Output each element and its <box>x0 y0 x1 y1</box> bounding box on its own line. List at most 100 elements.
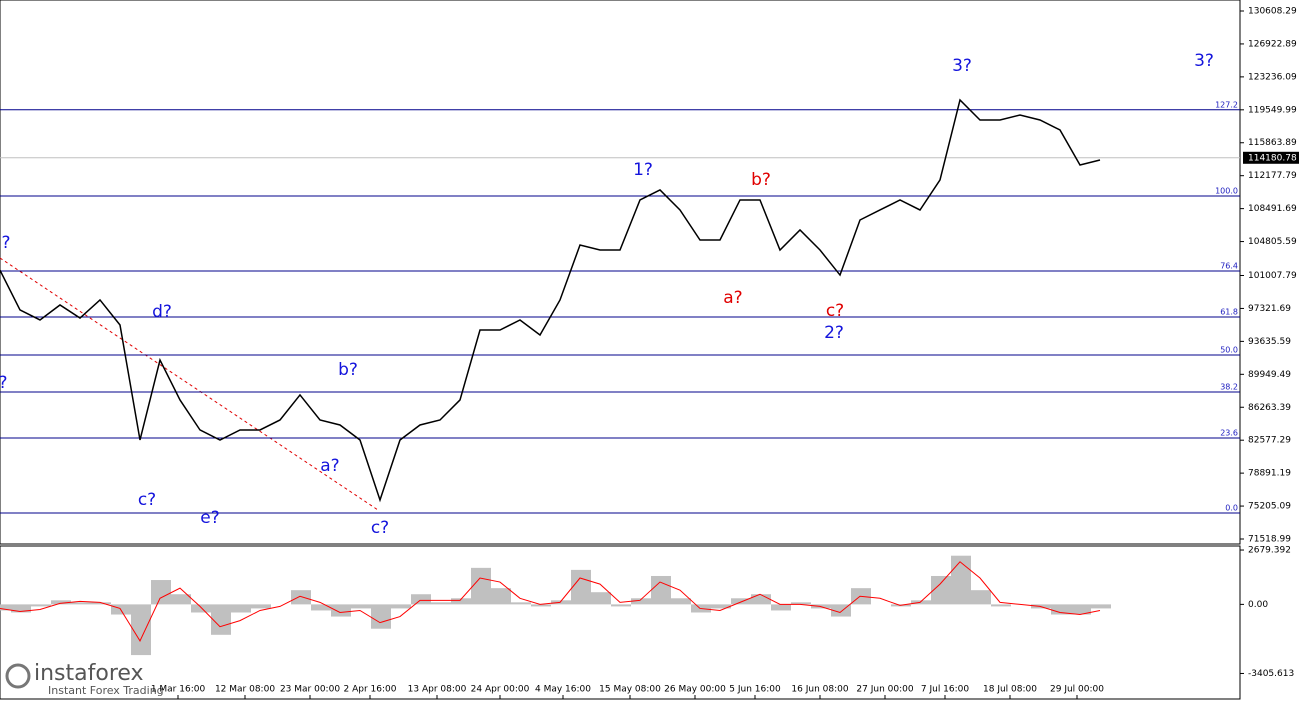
x-tick-label: 2 Apr 16:00 <box>344 685 397 695</box>
x-tick-label: 26 May 00:00 <box>664 685 726 695</box>
histogram-bar <box>671 598 691 605</box>
histogram-bar <box>391 604 411 609</box>
wave-label: 1? <box>633 160 653 180</box>
y-tick-label: 112177.79 <box>1248 171 1297 181</box>
histogram-bar <box>551 600 571 605</box>
histogram-bar <box>91 602 111 605</box>
y-tick-label: 126922.89 <box>1248 39 1297 49</box>
logo-icon <box>5 663 31 689</box>
histogram-bar <box>651 575 671 605</box>
x-tick-label: 15 May 08:00 <box>599 685 661 695</box>
histogram-bar <box>471 567 491 605</box>
histogram-bar <box>51 600 71 605</box>
histogram-bar <box>971 590 991 605</box>
main-panel <box>0 0 1241 545</box>
y-tick-label: 101007.79 <box>1248 271 1297 281</box>
histogram-bar <box>0 604 11 611</box>
tagline: Instant Forex Trading <box>48 684 164 697</box>
histogram-bar <box>491 588 511 605</box>
y-tick-label: 89949.49 <box>1248 370 1291 380</box>
histogram-bar <box>211 604 231 635</box>
wave-label: b? <box>751 170 771 190</box>
histogram-bar <box>571 569 591 605</box>
wave-label: a? <box>723 288 742 308</box>
fib-label: 0.0 <box>1225 503 1238 512</box>
histogram-bar <box>171 594 191 605</box>
y-tick-label: 78891.19 <box>1248 469 1291 479</box>
histogram-bar <box>531 604 551 607</box>
x-tick-label: 1 Mar 16:00 <box>151 685 206 695</box>
x-tick-label: 23 Mar 00:00 <box>280 685 340 695</box>
wave-label: c? <box>138 490 156 510</box>
x-tick-label: 24 Apr 00:00 <box>471 685 530 695</box>
histogram-bar <box>1071 604 1091 615</box>
y-tick-label: 2679.392 <box>1248 546 1291 556</box>
current-price-box <box>1243 151 1299 164</box>
x-tick-label: 13 Apr 08:00 <box>408 685 467 695</box>
macd-panel <box>0 545 1241 700</box>
y-tick-label: 97321.69 <box>1248 304 1291 314</box>
y-tick-label: 123236.09 <box>1248 72 1297 82</box>
x-tick-label: 12 Mar 08:00 <box>215 685 275 695</box>
wave-label: 3? <box>1194 51 1214 71</box>
histogram-bar <box>31 604 51 607</box>
trend-line <box>0 257 379 511</box>
histogram-bar <box>131 604 151 656</box>
wave-label: a? <box>320 456 339 476</box>
histogram-bar <box>191 604 211 613</box>
fib-label: 76.4 <box>1220 262 1238 271</box>
histogram-bar <box>291 590 311 605</box>
price-line <box>0 98 1101 503</box>
x-tick-label: 7 Jul 16:00 <box>921 685 970 695</box>
histogram-bar <box>591 592 611 605</box>
histogram-bar <box>751 594 771 605</box>
y-tick-label: 115863.89 <box>1248 138 1297 148</box>
y-tick-label: 86263.39 <box>1248 403 1291 413</box>
current-price-label: 114180.78 <box>1248 153 1297 163</box>
histogram-bar <box>331 604 351 617</box>
wave-label: ? <box>1 233 10 253</box>
y-tick-label: 130608.29 <box>1248 6 1297 16</box>
histogram-bar <box>711 604 731 609</box>
signal-line <box>0 561 1101 642</box>
wave-label: 3? <box>952 56 972 76</box>
wave-label: e? <box>200 508 219 528</box>
x-tick-label: 5 Jun 16:00 <box>729 685 781 695</box>
histogram-bar <box>931 575 951 605</box>
histogram-bar <box>631 598 651 605</box>
wave-label: 2? <box>824 323 844 343</box>
fib-label: 100.0 <box>1215 186 1238 195</box>
histogram-bar <box>151 580 171 605</box>
y-tick-label: 104805.59 <box>1248 237 1297 247</box>
y-tick-label: 71518.99 <box>1248 535 1291 545</box>
wave-label: ? <box>0 373 8 393</box>
fib-label: 61.8 <box>1220 307 1238 316</box>
histogram-bar <box>911 600 931 605</box>
y-tick-label: 119549.99 <box>1248 105 1297 115</box>
histogram-bar <box>371 604 391 629</box>
wave-label: c? <box>371 518 389 538</box>
x-tick-label: 16 Jun 08:00 <box>791 685 848 695</box>
histogram-bar <box>311 604 331 611</box>
wave-label: d? <box>152 302 172 322</box>
x-tick-label: 29 Jul 00:00 <box>1050 685 1104 695</box>
histogram-bar <box>451 598 471 605</box>
histogram-bar <box>951 555 971 605</box>
y-tick-label: 82577.29 <box>1248 436 1291 446</box>
brand: instaforex <box>34 661 144 686</box>
histogram-bar <box>71 602 91 605</box>
y-tick-label: 108491.69 <box>1248 204 1297 214</box>
histogram-bar <box>1051 604 1071 615</box>
histogram-bar <box>251 604 271 609</box>
fib-label: 23.6 <box>1220 428 1238 437</box>
y-tick-label: -3405.613 <box>1248 669 1294 679</box>
histogram-bar <box>351 604 371 609</box>
histogram-bar <box>791 602 811 605</box>
fib-label: 127.2 <box>1215 100 1238 109</box>
histogram-bar <box>771 604 791 611</box>
histogram-bar <box>991 604 1011 607</box>
wave-label: c? <box>826 301 844 321</box>
y-tick-label: 75205.09 <box>1248 502 1291 512</box>
histogram-bar <box>731 598 751 605</box>
